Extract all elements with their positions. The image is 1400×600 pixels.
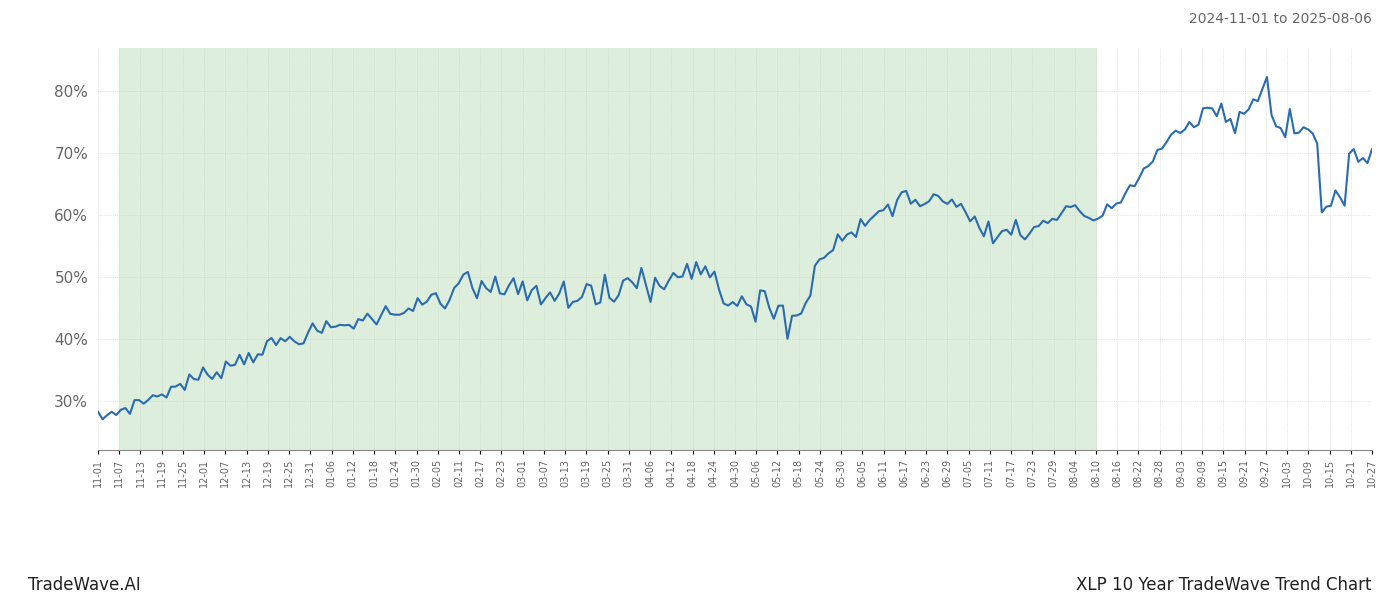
Text: TradeWave.AI: TradeWave.AI — [28, 576, 141, 594]
Text: 2024-11-01 to 2025-08-06: 2024-11-01 to 2025-08-06 — [1189, 12, 1372, 26]
Bar — [119, 48, 1096, 450]
Text: XLP 10 Year TradeWave Trend Chart: XLP 10 Year TradeWave Trend Chart — [1077, 576, 1372, 594]
